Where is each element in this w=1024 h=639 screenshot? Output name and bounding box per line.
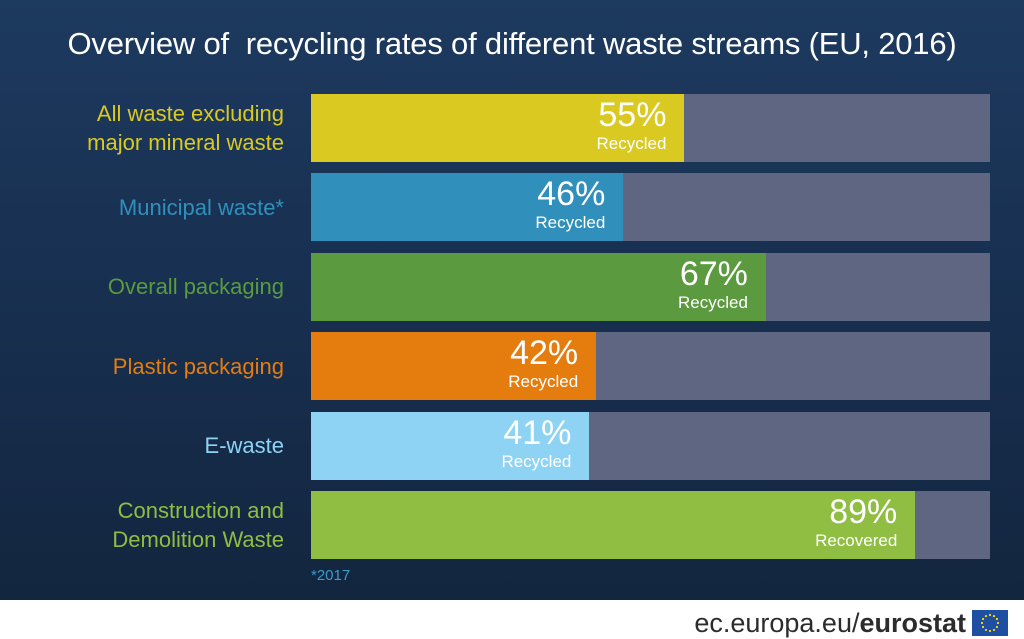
eu-flag-icon <box>972 610 1008 636</box>
value-sublabel: Recycled <box>678 292 748 312</box>
data-label: 42% Recycled <box>508 336 578 390</box>
value-sublabel: Recycled <box>508 372 579 392</box>
value-sublabel: Recycled <box>535 213 606 233</box>
bar-track: 55% Recycled <box>311 94 990 162</box>
flag-star <box>995 617 999 621</box>
bar: 89% Recovered <box>311 491 916 559</box>
source-site: ec.europa.eu/ <box>694 607 860 638</box>
bar: 42% Recycled <box>311 332 597 401</box>
bar: 46% Recycled <box>311 173 624 242</box>
data-label: 89% Recovered <box>815 495 897 549</box>
category-label-text: Overall packaging <box>107 274 284 300</box>
flag-star <box>981 625 985 629</box>
category-label-text: Plastic packaging <box>112 353 284 379</box>
bar-row: Overall packaging 67% Recycled <box>0 252 1024 321</box>
bar-track: 41% Recycled <box>311 411 990 480</box>
chart-title: Overview of recycling rates of different… <box>67 26 957 61</box>
category-label-text: All waste excluding major mineral waste <box>87 101 284 155</box>
bar-track: 46% Recycled <box>311 173 990 242</box>
bar-track: 67% Recycled <box>311 252 990 321</box>
flag-star <box>984 628 988 632</box>
bar-row: All waste excluding major mineral waste 5… <box>0 94 1024 162</box>
category-label-text: Municipal waste* <box>118 194 284 220</box>
category-label: All waste excluding major mineral waste <box>4 94 284 162</box>
flag-star <box>988 629 992 633</box>
value-label: 41% <box>503 413 572 452</box>
footnote: *2017 <box>311 567 351 584</box>
source-brand: eurostat <box>859 607 966 638</box>
bar-row: Construction and Demolition Waste 89% Reco… <box>0 491 1024 559</box>
bar-row: Municipal waste* 46% Recycled <box>0 173 1024 242</box>
category-label-text: E-waste <box>204 433 284 459</box>
category-label: Construction and Demolition Waste <box>4 491 284 559</box>
flag-star <box>995 625 999 629</box>
flag-star <box>992 628 996 632</box>
flag-star <box>992 614 996 618</box>
flag-star <box>996 621 1000 625</box>
data-label: 41% Recycled <box>501 416 571 470</box>
flag-star <box>980 621 984 625</box>
value-sublabel: Recycled <box>596 134 667 153</box>
bar: 67% Recycled <box>311 252 766 321</box>
source-url[interactable]: ec.europa.eu/eurostat <box>694 608 966 639</box>
data-label: 55% Recycled <box>597 98 667 152</box>
value-label: 55% <box>598 96 667 134</box>
data-label: 67% Recycled <box>678 257 748 311</box>
footer: ec.europa.eu/eurostat <box>694 607 1008 639</box>
bar: 41% Recycled <box>311 411 590 480</box>
category-label: Plastic packaging <box>4 332 284 400</box>
value-label: 42% <box>510 334 579 373</box>
value-sublabel: Recovered <box>815 531 898 550</box>
bar: 55% Recycled <box>311 94 685 162</box>
category-label: Overall packaging <box>4 253 284 321</box>
bar-track: 42% Recycled <box>311 332 990 401</box>
category-label: E-waste <box>4 412 284 480</box>
chart-panel: Overview of recycling rates of different… <box>0 0 1024 600</box>
category-label: Municipal waste* <box>4 173 284 241</box>
bar-track: 89% Recovered <box>311 491 990 559</box>
value-label: 46% <box>537 175 606 214</box>
value-label: 89% <box>829 493 898 531</box>
flag-star <box>981 617 985 621</box>
data-label: 46% Recycled <box>535 177 605 231</box>
value-sublabel: Recycled <box>501 451 572 471</box>
value-label: 67% <box>679 254 748 293</box>
bar-row: Plastic packaging 42% Recycled <box>0 332 1024 401</box>
flag-star <box>988 613 992 617</box>
flag-star <box>984 614 988 618</box>
category-label-text: Construction and Demolition Waste <box>112 498 284 552</box>
bar-row: E-waste 41% Recycled <box>0 411 1024 480</box>
